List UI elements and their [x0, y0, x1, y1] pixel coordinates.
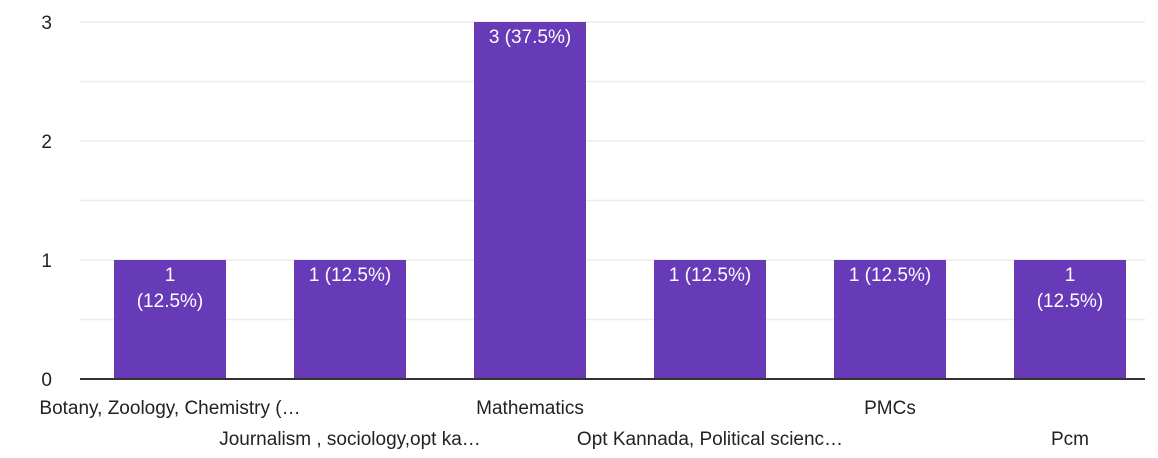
- x-tick-label: Opt Kannada, Political scienc…: [577, 429, 843, 450]
- y-tick-label: 1: [41, 251, 52, 272]
- bar-data-label: 1: [1065, 265, 1076, 286]
- bars: 1 (12.5%) 1 (12.5%) 3 (37.5%) 1 (12.5%) 1 (12…: [114, 22, 1126, 379]
- bar-data-label: 3 (37.5%): [489, 27, 571, 48]
- gridlines: [80, 21, 1145, 321]
- y-tick-label: 2: [41, 132, 52, 153]
- x-tick-label: PMCs: [864, 398, 916, 419]
- y-tick-label: 0: [41, 370, 52, 391]
- bar-data-label: (12.5%): [137, 291, 204, 312]
- bar: [834, 260, 946, 379]
- x-tick-label: Mathematics: [476, 398, 584, 419]
- bar-data-label: 1 (12.5%): [849, 265, 931, 286]
- x-axis-tick-labels: Botany, Zoology, Chemistry (… Journalism …: [39, 398, 1089, 450]
- x-tick-label: Botany, Zoology, Chemistry (…: [39, 398, 300, 419]
- bar-data-label: (12.5%): [1037, 291, 1104, 312]
- x-tick-label: Pcm: [1051, 429, 1089, 450]
- y-axis-tick-labels: 0 1 2 3: [41, 13, 52, 391]
- bar-data-label: 1: [165, 265, 176, 286]
- x-tick-label: Journalism , sociology,opt ka…: [219, 429, 481, 450]
- bar: [114, 260, 226, 379]
- bar-data-label: 1 (12.5%): [669, 265, 751, 286]
- y-tick-label: 3: [41, 13, 52, 34]
- bar: [294, 260, 406, 379]
- bar-data-label: 1 (12.5%): [309, 265, 391, 286]
- bar: [654, 260, 766, 379]
- bar: [474, 22, 586, 379]
- bar: [1014, 260, 1126, 379]
